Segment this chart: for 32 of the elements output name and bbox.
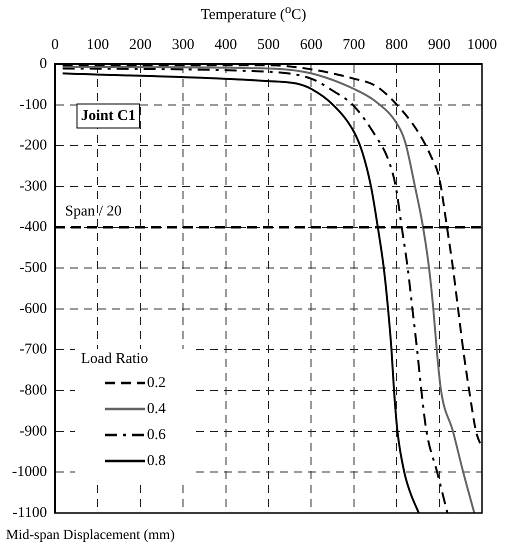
- annotation: Joint C1: [80, 108, 136, 124]
- y-tick-label: -1000: [12, 464, 47, 480]
- x-tick-label: 100: [86, 36, 109, 53]
- legend-label: 0.6: [146, 426, 166, 443]
- legend-label: 0.2: [146, 374, 166, 391]
- x-tick-label: 800: [385, 36, 408, 53]
- y-tick-label: -300: [19, 178, 47, 194]
- x-axis-title: Temperature ($^{o}$C): [200, 2, 308, 24]
- y-tick-label: -1100: [12, 504, 47, 521]
- legend-title: Load Ratio: [80, 350, 148, 367]
- y-tick-label: -600: [19, 300, 47, 317]
- legend-label: 0.4: [146, 400, 166, 417]
- y-tick-label: -500: [19, 260, 47, 276]
- x-tick-label: 200: [129, 36, 152, 53]
- y-axis-title: Mid-span Displacement (mm): [6, 528, 175, 544]
- legend-label: 0.8: [146, 452, 166, 469]
- x-tick-label: 300: [172, 36, 194, 53]
- y-tick-label: -200: [19, 138, 47, 154]
- y-tick-label: -700: [19, 342, 47, 358]
- x-tick-label: 0: [51, 36, 59, 53]
- ref-line-label: Span / 20: [64, 204, 122, 220]
- x-tick-label: 900: [428, 36, 451, 53]
- x-tick-label: 500: [257, 36, 280, 53]
- y-tick-label: -100: [19, 96, 47, 113]
- x-tick-label: 400: [214, 36, 238, 53]
- y-tick-label: -900: [19, 423, 47, 440]
- y-tick-label: 0: [39, 56, 47, 72]
- x-tick-label: 600: [300, 36, 322, 53]
- x-tick-label: 700: [342, 36, 366, 53]
- x-tick-label: 1000: [467, 36, 497, 53]
- y-tick-label: -400: [19, 219, 47, 236]
- y-tick-label: -800: [19, 382, 47, 398]
